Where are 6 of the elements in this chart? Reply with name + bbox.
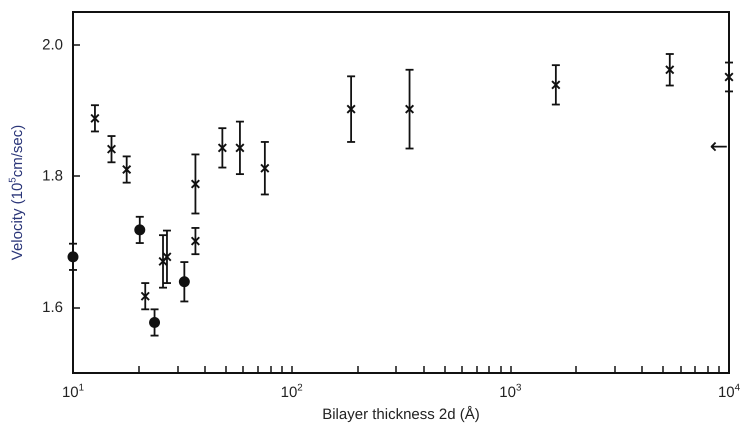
- y-axis-title: Velocity (105cm/sec): [8, 124, 26, 260]
- y-tick-label: 1.8: [42, 168, 63, 185]
- y-tick-label: 1.6: [42, 298, 63, 316]
- y-tick-label: 2.0: [42, 36, 63, 54]
- x-axis-title: Bilayer thickness 2d (Å): [322, 405, 480, 423]
- annotation: ←: [710, 134, 728, 160]
